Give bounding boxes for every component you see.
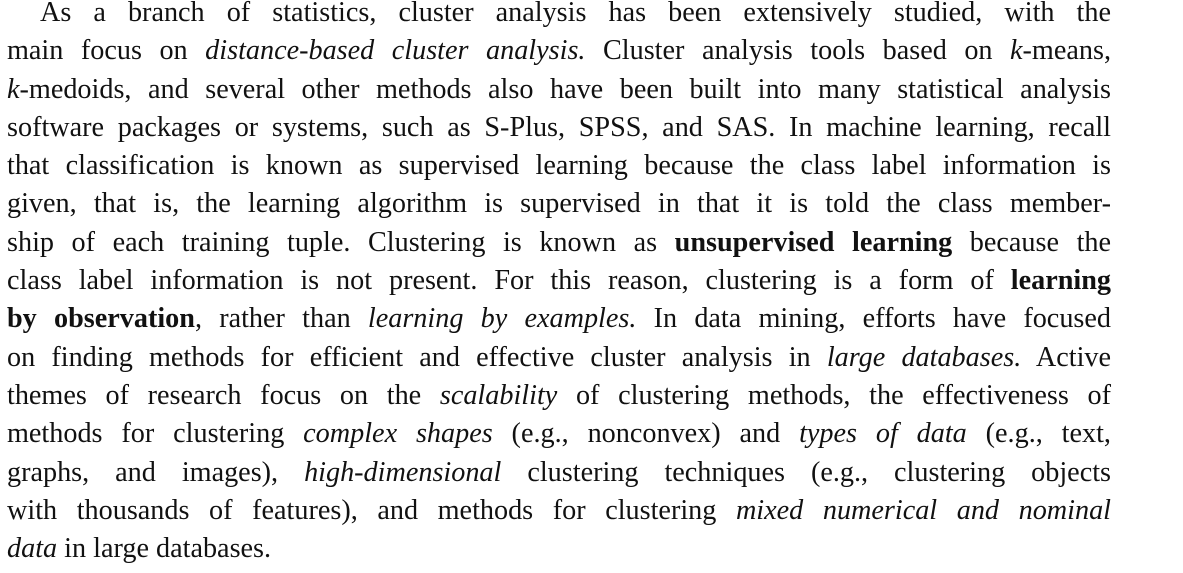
text-run: methods for clustering [7, 418, 304, 450]
text-run: (e.g., text, [966, 418, 1111, 450]
text-line: ship of each training tuple. Clustering … [7, 224, 1111, 262]
text-run: Cluster analysis tools based on [585, 35, 1011, 67]
text-line: with thousands of features), and methods… [7, 492, 1111, 530]
text-line: themes of research focus on the scalabil… [7, 377, 1111, 415]
text-line: methods for clustering complex shapes (e… [7, 415, 1111, 453]
text-run: ship of each training tuple. Clustering … [7, 226, 675, 258]
text-line: on finding methods for efficient and eff… [7, 339, 1111, 377]
text-line: that classification is known as supervis… [7, 147, 1111, 185]
text-line: class label information is not present. … [7, 262, 1111, 300]
italic-term: mixed numerical and nominal [735, 494, 1111, 526]
text-line: k-medoids, and several other methods als… [7, 71, 1111, 109]
italic-term: learning by examples. [367, 303, 637, 335]
text-run: class label information is not present. … [7, 265, 1011, 297]
italic-term: k [7, 73, 20, 105]
text-run: that classification is known as supervis… [7, 150, 1111, 182]
text-line: given, that is, the learning algorithm i… [7, 185, 1111, 223]
italic-term: k [1010, 35, 1023, 67]
italic-term: high-dimensional [304, 456, 502, 488]
italic-term: large databases. [826, 341, 1022, 373]
text-run: -medoids, and several other methods also… [19, 73, 1111, 105]
text-run: clustering techniques (e.g., clustering … [501, 456, 1112, 488]
text-run: themes of research focus on the [7, 379, 440, 411]
body-paragraph: As a branch of statistics, cluster analy… [7, 0, 1111, 568]
text-run: in large databases. [57, 533, 272, 565]
text-run: In data mining, efforts have focused [636, 303, 1111, 335]
text-run: with thousands of features), and methods… [7, 494, 736, 526]
text-run: given, that is, the learning algorithm i… [7, 188, 1111, 220]
text-run: (e.g., nonconvex) and [492, 418, 800, 450]
document-page: As a branch of statistics, cluster analy… [7, 0, 1111, 568]
text-line: data in large databases. [7, 530, 1111, 568]
text-run: main focus on [7, 35, 206, 67]
text-run: of clustering methods, the effectiveness… [557, 379, 1111, 411]
italic-term: scalability [439, 379, 558, 411]
text-run: Active [1021, 341, 1112, 373]
text-run: graphs, and images), [7, 456, 305, 488]
text-run: software packages or systems, such as S-… [7, 111, 1111, 143]
bold-term: learning [1010, 265, 1111, 297]
text-run: on finding methods for efficient and eff… [7, 341, 827, 373]
bold-term: by observation [7, 303, 195, 335]
text-line: software packages or systems, such as S-… [7, 109, 1111, 147]
italic-term: distance-based cluster analysis. [205, 35, 586, 67]
text-line: main focus on distance-based cluster ana… [7, 32, 1111, 70]
italic-term: complex shapes [303, 418, 493, 450]
text-run: -means, [1022, 35, 1111, 67]
text-run: , rather than [194, 303, 368, 335]
text-line: As a branch of statistics, cluster analy… [7, 0, 1111, 32]
text-line: graphs, and images), high-dimensional cl… [7, 454, 1111, 492]
italic-term: types of data [799, 418, 967, 450]
bold-term: unsupervised learning [674, 226, 953, 258]
italic-term: data [7, 533, 58, 565]
text-line: by observation, rather than learning by … [7, 300, 1111, 338]
text-run: because the [952, 226, 1112, 258]
text-run: As a branch of statistics, cluster analy… [40, 0, 1111, 28]
